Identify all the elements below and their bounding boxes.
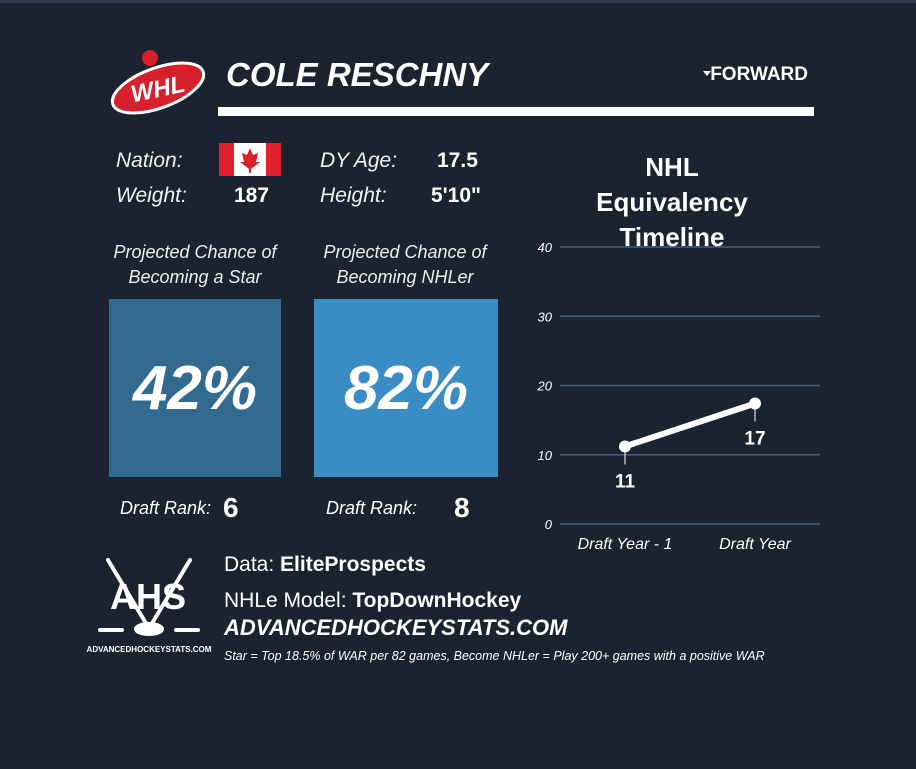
model-label: NHLe Model: xyxy=(224,589,347,612)
data-line: Data: EliteProspects xyxy=(224,554,426,575)
ahs-logo-site: ADVANCEDHOCKEYSTATS.COM xyxy=(87,645,212,654)
card-title-line: Becoming a Star xyxy=(128,267,262,287)
value-label: 11 xyxy=(615,471,636,492)
y-tick-label: 0 xyxy=(545,517,553,532)
card-title-line: Becoming NHLer xyxy=(336,267,474,287)
height-value: 5'10" xyxy=(431,184,481,207)
chart-title: NHL Equivalency Timeline xyxy=(596,152,748,252)
data-point xyxy=(749,397,761,410)
rank-label: Draft Rank: xyxy=(120,498,212,518)
data-line xyxy=(622,400,758,450)
height-label: Height: xyxy=(320,184,387,207)
card-title-line: Projected Chance of xyxy=(323,242,487,262)
rank-value: 6 xyxy=(223,492,239,523)
site-link[interactable]: ADVANCEDHOCKEYSTATS.COM xyxy=(224,615,568,640)
line-chart: 0 10 20 30 40 Draft Year - 1 Draft Year 11 17 xyxy=(537,240,820,553)
top-border xyxy=(0,0,916,3)
ahs-logo-text: AHS xyxy=(110,576,186,617)
dropdown-arrow xyxy=(703,71,711,76)
card-title: Projected Chance of Becoming a Star xyxy=(95,240,295,290)
star-card: 42% xyxy=(109,299,281,477)
name-underline xyxy=(218,107,814,116)
rank-value: 8 xyxy=(454,492,470,523)
nation-label: Nation: xyxy=(116,149,183,172)
age-label: DY Age: xyxy=(320,149,398,172)
ahs-logo xyxy=(98,558,200,636)
footnote: Star = Top 18.5% of WAR per 82 games, Be… xyxy=(224,649,765,663)
x-tick-label: Draft Year xyxy=(719,536,791,553)
data-label: Data: xyxy=(224,553,275,576)
y-tick-label: 30 xyxy=(538,309,553,324)
model-line: NHLe Model: TopDownHockey xyxy=(224,590,521,611)
age-value: 17.5 xyxy=(437,149,478,172)
nhler-card: 82% xyxy=(314,299,498,477)
card-title: Projected Chance of Becoming NHLer xyxy=(305,240,505,290)
card-title-line: Projected Chance of xyxy=(113,242,277,262)
position-dropdown[interactable]: FORWARD xyxy=(710,64,808,85)
y-tick-label: 20 xyxy=(537,379,553,394)
whl-logo: WHL xyxy=(110,50,206,115)
y-tick-label: 40 xyxy=(538,240,553,255)
y-tick-label: 10 xyxy=(538,448,553,463)
model-name: TopDownHockey xyxy=(352,589,522,612)
weight-value: 187 xyxy=(234,184,270,207)
x-tick-label: Draft Year - 1 xyxy=(578,536,673,553)
weight-label: Weight: xyxy=(116,184,187,207)
data-point xyxy=(619,440,631,453)
data-source: EliteProspects xyxy=(280,553,426,576)
player-name: COLE RESCHNY xyxy=(226,56,489,93)
rank-label: Draft Rank: xyxy=(326,498,418,518)
value-label: 17 xyxy=(744,429,765,450)
flag xyxy=(219,143,281,176)
